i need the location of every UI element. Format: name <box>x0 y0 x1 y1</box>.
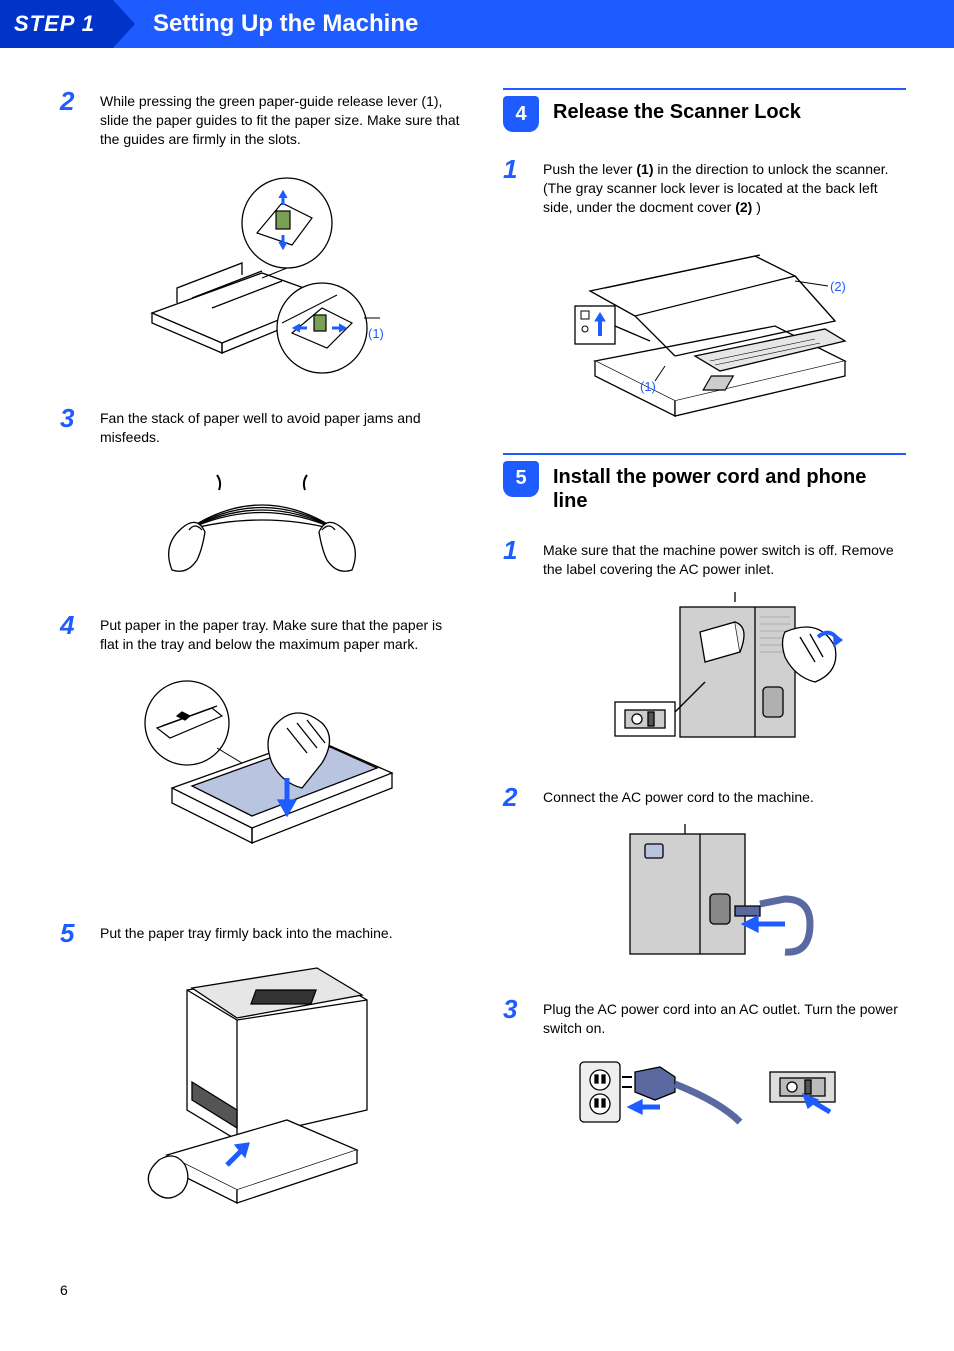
substep-5: 5 Put the paper tray firmly back into th… <box>60 920 463 946</box>
substep-text: Fan the stack of paper well to avoid pap… <box>100 405 463 447</box>
substep-num: 1 <box>503 156 543 217</box>
section-title: Release the Scanner Lock <box>553 96 801 124</box>
substep-text: Connect the AC power cord to the machine… <box>543 784 814 810</box>
substep-4: 4 Put paper in the paper tray. Make sure… <box>60 612 463 654</box>
substep-text: While pressing the green paper-guide rel… <box>100 88 463 149</box>
page-body: 2 While pressing the green paper-guide r… <box>0 48 954 1262</box>
substep-num: 1 <box>503 537 543 579</box>
s5-step2: 2 Connect the AC power cord to the machi… <box>503 784 906 810</box>
section-4-head: 4 Release the Scanner Lock <box>503 88 906 132</box>
substep-3: 3 Fan the stack of paper well to avoid p… <box>60 405 463 447</box>
right-column: 4 Release the Scanner Lock 1 Push the le… <box>503 88 906 1242</box>
header-title: Setting Up the Machine <box>153 10 418 38</box>
substep-num: 3 <box>60 405 100 447</box>
s4-step1: 1 Push the lever (1) in the direction to… <box>503 156 906 217</box>
page-number: 6 <box>60 1282 954 1298</box>
substep-text: Make sure that the machine power switch … <box>543 537 906 579</box>
figure-remove-label <box>503 592 906 762</box>
s5-step1: 1 Make sure that the machine power switc… <box>503 537 906 579</box>
substep-num: 2 <box>60 88 100 149</box>
left-column: 2 While pressing the green paper-guide r… <box>60 88 463 1242</box>
callout-label-2: (2) <box>830 279 846 294</box>
figure-load-paper <box>60 668 463 898</box>
s5-step3: 3 Plug the AC power cord into an AC outl… <box>503 996 906 1038</box>
figure-fan-paper <box>60 460 463 590</box>
substep-num: 3 <box>503 996 543 1038</box>
page-header: STEP 1 Setting Up the Machine <box>0 0 954 48</box>
figure-plug-outlet <box>503 1052 906 1142</box>
callout-label-1: (1) <box>640 379 656 394</box>
section-title: Install the power cord and phone line <box>553 461 906 513</box>
substep-num: 5 <box>60 920 100 946</box>
substep-text: Put paper in the paper tray. Make sure t… <box>100 612 463 654</box>
step-arrow <box>113 0 135 48</box>
substep-num: 4 <box>60 612 100 654</box>
substep-text: Put the paper tray firmly back into the … <box>100 920 393 946</box>
figure-paper-guides: (1) <box>60 163 463 383</box>
figure-connect-cord <box>503 824 906 974</box>
substep-num: 2 <box>503 784 543 810</box>
callout-label-1: (1) <box>368 326 384 341</box>
section-num: 4 <box>503 96 539 132</box>
section-5-head: 5 Install the power cord and phone line <box>503 453 906 513</box>
figure-scanner-lock: (1) (2) <box>503 231 906 431</box>
figure-insert-tray <box>60 960 463 1220</box>
section-num: 5 <box>503 461 539 497</box>
substep-2: 2 While pressing the green paper-guide r… <box>60 88 463 149</box>
step-badge: STEP 1 <box>0 0 113 48</box>
substep-text: Push the lever (1) in the direction to u… <box>543 156 906 217</box>
substep-text: Plug the AC power cord into an AC outlet… <box>543 996 906 1038</box>
